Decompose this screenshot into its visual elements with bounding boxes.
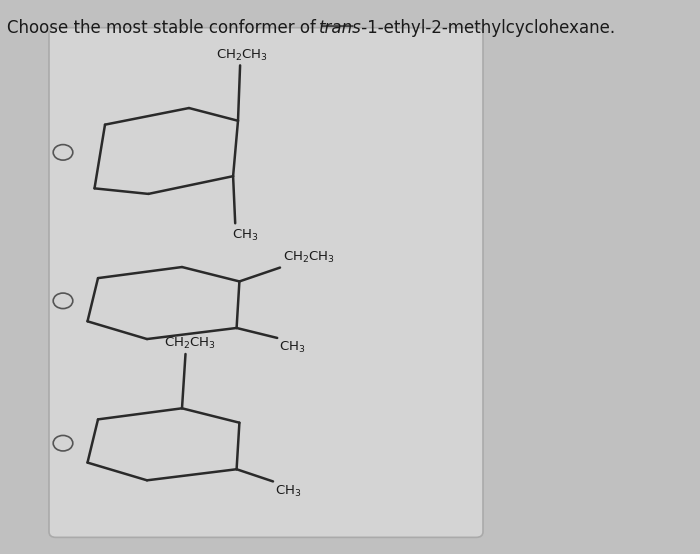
Text: CH$_3$: CH$_3$: [232, 228, 258, 243]
Text: trans: trans: [318, 19, 361, 37]
Text: Choose the most stable conformer of: Choose the most stable conformer of: [7, 19, 321, 37]
Text: CH$_2$CH$_3$: CH$_2$CH$_3$: [216, 48, 267, 63]
FancyBboxPatch shape: [49, 28, 483, 537]
Text: CH$_2$CH$_3$: CH$_2$CH$_3$: [164, 336, 216, 351]
Text: CH$_3$: CH$_3$: [275, 484, 302, 499]
Text: -1-ethyl-2-methylcyclohexane.: -1-ethyl-2-methylcyclohexane.: [356, 19, 615, 37]
Text: CH$_3$: CH$_3$: [279, 340, 306, 355]
Text: CH$_2$CH$_3$: CH$_2$CH$_3$: [283, 250, 335, 265]
